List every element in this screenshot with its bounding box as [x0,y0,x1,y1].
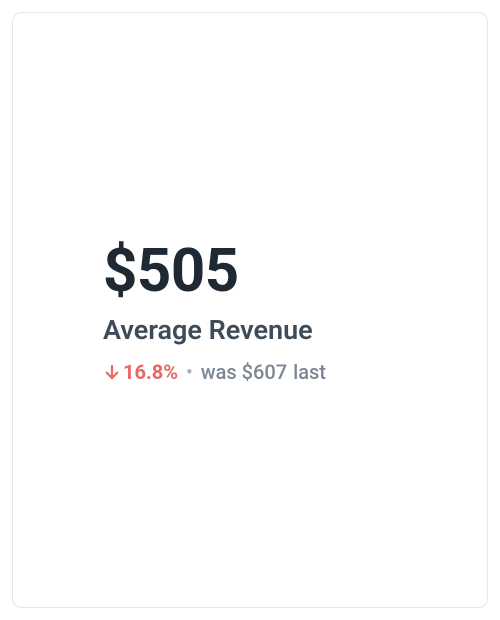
delta-percent: 16.8% [123,362,178,382]
metric-card: $505 Average Revenue 16.8% • was $607 la… [12,12,488,608]
metric-value: $505 [103,238,447,304]
previous-value-text: was $607 [201,362,287,382]
delta-badge: 16.8% [103,362,178,382]
separator-dot: • [184,362,195,382]
arrow-down-icon [103,363,121,381]
period-text: last [293,362,326,382]
metric-label: Average Revenue [103,314,447,346]
delta-row: 16.8% • was $607 last [103,362,447,382]
